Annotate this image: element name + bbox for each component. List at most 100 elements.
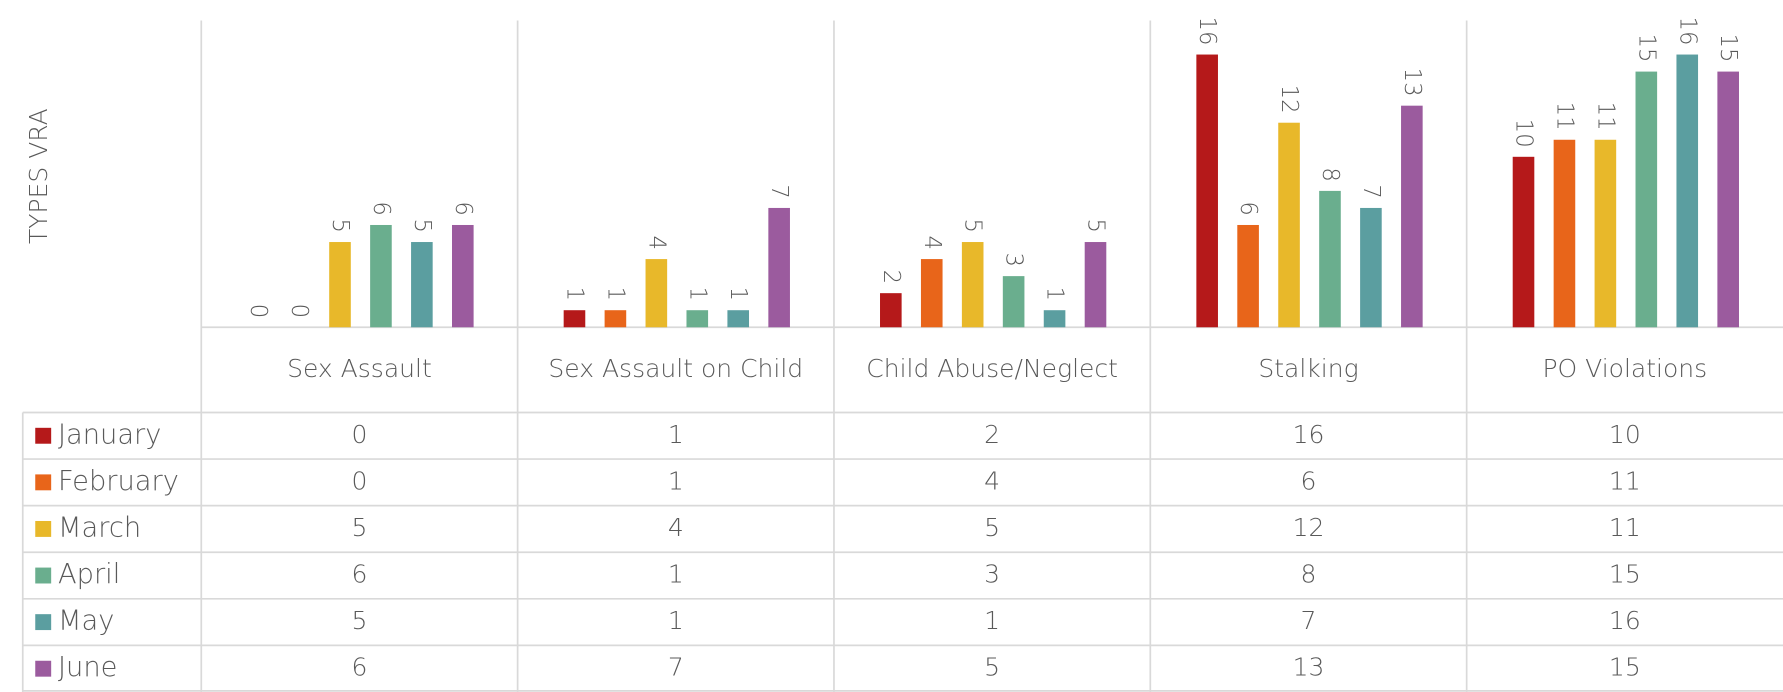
legend-label: June <box>58 652 117 683</box>
table-cell: 2 <box>984 420 1000 449</box>
data-label: 7 <box>766 184 792 198</box>
legend-swatch <box>35 474 52 491</box>
table-cell: 4 <box>668 513 684 542</box>
table-cell: 16 <box>1293 420 1325 449</box>
y-axis-label: TYPES VRA <box>24 108 53 244</box>
legend-label: January <box>58 419 161 450</box>
data-label: 4 <box>643 236 669 250</box>
data-label: 5 <box>1082 218 1108 232</box>
x-tick-label: Stalking <box>1258 354 1358 383</box>
table-cell: 7 <box>668 653 684 682</box>
legend-label: April <box>58 559 120 590</box>
data-label: 16 <box>1674 17 1700 46</box>
table-cell: 11 <box>1609 513 1641 542</box>
bar <box>1002 276 1025 328</box>
table-cell: 5 <box>351 606 367 635</box>
table-cell: 5 <box>984 653 1000 682</box>
bar <box>1319 190 1341 328</box>
bar <box>1084 242 1107 328</box>
table-cell: 6 <box>1301 466 1317 495</box>
table-cell: 6 <box>351 653 367 682</box>
table-cell: 15 <box>1609 560 1641 589</box>
table-cell: 1 <box>984 606 1000 635</box>
bar <box>1512 156 1535 328</box>
data-label: 10 <box>1511 119 1537 148</box>
legend-swatch <box>35 427 52 444</box>
table-cell: 0 <box>351 466 367 495</box>
bar <box>1676 54 1699 328</box>
bar <box>452 224 474 328</box>
data-label: 0 <box>245 304 271 318</box>
data-label: 6 <box>1235 201 1261 215</box>
bar <box>645 259 668 328</box>
data-label: 15 <box>1715 34 1741 63</box>
data-label: 13 <box>1399 68 1425 97</box>
table-cell: 16 <box>1609 606 1641 635</box>
x-tick-label: Sex Assault <box>287 354 432 383</box>
data-label: 1 <box>1042 287 1068 301</box>
legend-swatch <box>35 614 52 631</box>
data-label: 0 <box>286 304 312 318</box>
bar <box>604 310 627 328</box>
data-label: 11 <box>1592 102 1618 131</box>
data-label: 7 <box>1358 184 1384 198</box>
bar <box>961 242 984 328</box>
data-label: 16 <box>1194 17 1220 46</box>
table-cell: 0 <box>351 420 367 449</box>
legend-swatch <box>35 567 52 584</box>
table-cell: 7 <box>1301 606 1317 635</box>
table-cell: 1 <box>668 560 684 589</box>
table-cell: 1 <box>668 606 684 635</box>
bar <box>920 259 943 328</box>
bar <box>1196 54 1218 328</box>
bar <box>411 242 433 328</box>
table-cell: 13 <box>1293 653 1325 682</box>
table-cell: 5 <box>351 513 367 542</box>
bar <box>880 293 902 328</box>
table-cell: 1 <box>668 466 684 495</box>
data-label: 12 <box>1276 85 1302 114</box>
bar <box>1043 310 1066 328</box>
data-label: 6 <box>450 201 476 215</box>
bar <box>1553 139 1576 328</box>
table-cell: 12 <box>1293 513 1325 542</box>
bar <box>686 310 709 328</box>
table-cell: 10 <box>1609 420 1641 449</box>
data-label: 1 <box>725 287 751 301</box>
legend-swatch <box>35 520 52 537</box>
table-cell: 5 <box>984 513 1000 542</box>
data-label: 5 <box>409 218 435 232</box>
table-cell: 15 <box>1609 653 1641 682</box>
bar <box>1237 224 1259 328</box>
legend-label: February <box>58 466 179 497</box>
data-label: 5 <box>960 218 986 232</box>
bar <box>768 207 790 328</box>
bar <box>1717 71 1739 328</box>
data-label: 11 <box>1551 102 1577 131</box>
x-tick-label: Sex Assault on Child <box>548 354 803 383</box>
table-cell: 11 <box>1609 466 1641 495</box>
table-cell: 8 <box>1301 560 1317 589</box>
bar <box>1278 122 1300 328</box>
bar <box>727 310 750 328</box>
bar <box>1635 71 1658 328</box>
legend-label: May <box>58 606 114 637</box>
legend-label: March <box>58 512 141 543</box>
data-label: 6 <box>368 201 394 215</box>
legend-swatch <box>35 660 52 677</box>
bar <box>1360 207 1382 328</box>
table-cell: 4 <box>984 466 1000 495</box>
table-cell: 1 <box>668 420 684 449</box>
x-tick-label: Child Abuse/Neglect <box>866 354 1118 383</box>
data-label: 1 <box>602 287 628 301</box>
bar <box>1594 139 1617 328</box>
data-label: 5 <box>327 218 353 232</box>
bar <box>329 242 351 328</box>
data-label: 2 <box>878 270 904 284</box>
bar <box>370 224 392 328</box>
data-label: 15 <box>1633 34 1659 63</box>
data-label: 1 <box>684 287 710 301</box>
bar <box>1401 105 1423 328</box>
table-cell: 6 <box>351 560 367 589</box>
